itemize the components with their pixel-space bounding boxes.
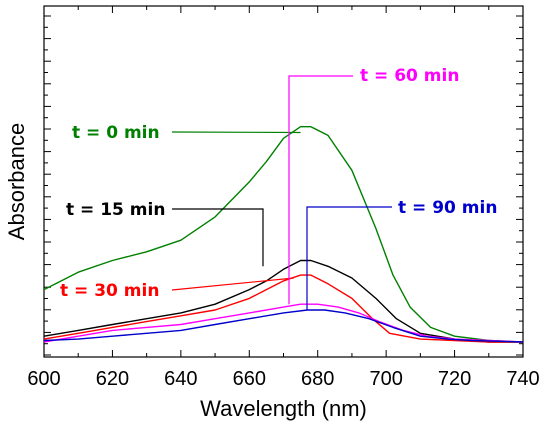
axis-ticks: 600 620 640 660 680 700 720 740 xyxy=(27,6,540,390)
x-axis-label: Wavelength (nm) xyxy=(200,396,367,421)
plot-frame xyxy=(43,5,524,358)
x-tick-label: 600 xyxy=(27,368,60,390)
annotation-leader-line xyxy=(171,131,301,134)
series-line xyxy=(43,309,524,343)
x-tick-label: 740 xyxy=(506,368,539,390)
series-line xyxy=(43,303,524,343)
annotation-leader-line xyxy=(306,206,392,310)
annotation-label: t = 15 min xyxy=(66,200,165,220)
annotation-leader-line xyxy=(288,75,353,305)
series-layer xyxy=(43,126,524,343)
x-tick-label: 680 xyxy=(301,368,334,390)
plot-border xyxy=(43,5,524,358)
annotation-leader-line xyxy=(172,208,264,267)
annotation-label: t = 0 min xyxy=(72,123,160,143)
annotation-label: t = 60 min xyxy=(360,66,459,86)
y-axis-label: Absorbance xyxy=(4,123,29,240)
series-line xyxy=(43,126,524,343)
x-tick-label: 720 xyxy=(438,368,471,390)
x-tick-label: 620 xyxy=(96,368,129,390)
x-tick-label: 700 xyxy=(369,368,402,390)
annotation-label: t = 90 min xyxy=(398,198,497,218)
series-line xyxy=(43,274,523,343)
x-tick-label: 640 xyxy=(164,368,197,390)
x-tick-label: 660 xyxy=(233,368,266,390)
annotation-label: t = 30 min xyxy=(60,281,159,301)
annotation-leader-line xyxy=(171,277,294,291)
annotations-layer: t = 0 min t = 15 min t = 30 min t = 60 min t… xyxy=(60,66,497,310)
series-line xyxy=(43,259,523,343)
